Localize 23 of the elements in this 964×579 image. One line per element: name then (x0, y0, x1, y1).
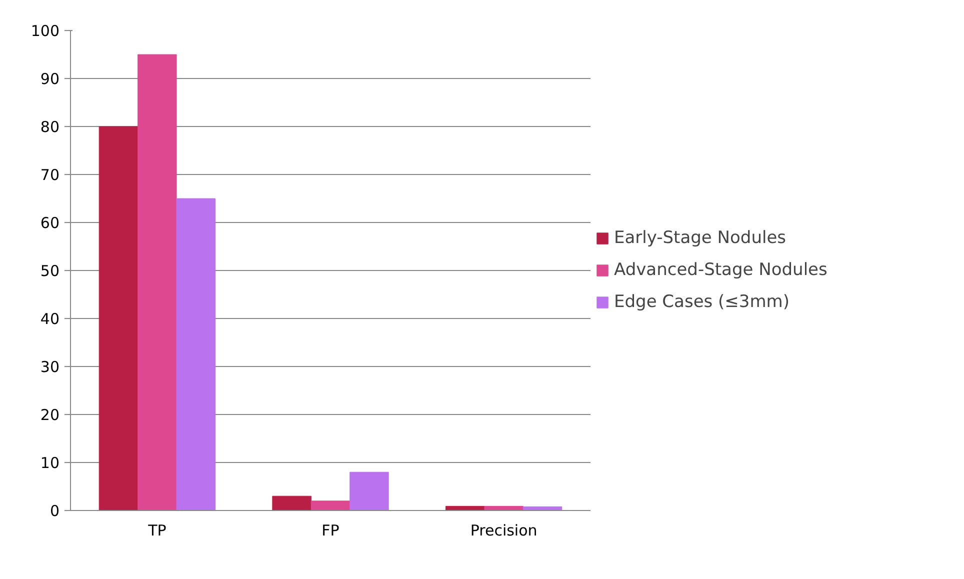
y-tick-label: 90 (40, 70, 60, 88)
y-tick-label: 10 (40, 454, 60, 472)
y-tick-label: 50 (40, 262, 60, 280)
legend-label: Advanced-Stage Nodules (614, 260, 828, 280)
legend-label: Edge Cases (≤3mm) (614, 292, 790, 312)
legend-label: Early-Stage Nodules (614, 228, 786, 248)
y-tick-label: 40 (40, 310, 60, 328)
bar (350, 472, 389, 510)
bar (310, 500, 350, 510)
x-tick-label: FP (322, 522, 340, 540)
x-tick-label: Precision (470, 522, 538, 540)
y-tick-label: 80 (40, 118, 60, 136)
y-tick-label: 30 (40, 358, 60, 376)
bar (272, 496, 312, 510)
y-tick-label: 60 (40, 214, 60, 232)
bar (176, 198, 216, 510)
y-tick-label: 0 (50, 502, 60, 520)
bar (138, 54, 177, 510)
x-tick-label: TP (147, 522, 166, 540)
y-tick-label: 20 (40, 406, 60, 424)
y-tick-label: 70 (40, 166, 60, 184)
y-tick-label: 100 (30, 22, 60, 40)
bar (98, 126, 138, 510)
